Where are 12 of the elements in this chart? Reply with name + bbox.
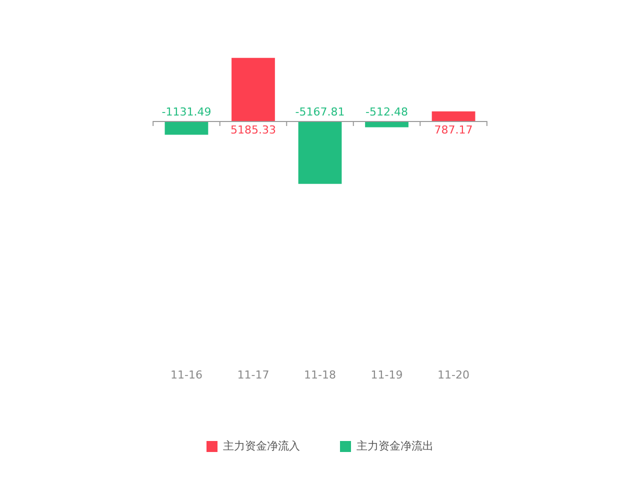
data-label: -512.48 [366, 105, 408, 118]
x-tick-label: 11-18 [304, 368, 336, 382]
data-label: -5167.81 [295, 105, 345, 118]
x-tick-label: 11-16 [170, 368, 202, 382]
x-tick-label: 11-17 [237, 368, 270, 382]
x-tick-label: 11-20 [438, 368, 470, 382]
data-label: 787.17 [434, 123, 473, 136]
data-label: 5185.33 [230, 123, 276, 136]
legend-label: 主力资金净流出 [356, 439, 434, 452]
x-tick-label: 11-19 [370, 368, 403, 382]
legend-label: 主力资金净流入 [223, 439, 300, 452]
data-label: -1131.49 [162, 105, 212, 118]
